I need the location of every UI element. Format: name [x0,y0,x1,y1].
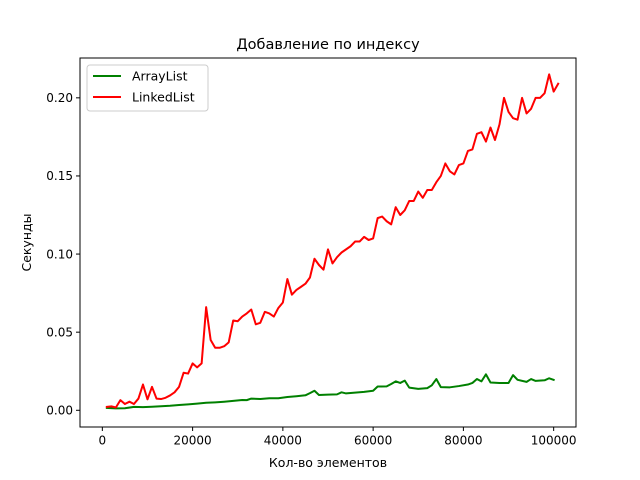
legend: ArrayList LinkedList [86,64,209,112]
y-axis-label: Секунды [19,213,34,271]
x-tick-label: 80000 [444,434,482,448]
x-tick-label: 60000 [354,434,392,448]
y-tick-label: 0.15 [46,169,73,183]
y-tick-label: 0.20 [46,91,73,105]
series-line-linkedlist [105,73,560,409]
y-axis: 0.00 0.05 0.10 0.15 0.20 [46,91,80,418]
chart-title: Добавление по индексу [236,37,420,53]
x-tick-label: 20000 [174,434,212,448]
legend-label-arraylist: ArrayList [132,69,188,84]
plot-frame [79,57,577,428]
y-tick-label: 0.10 [46,247,73,261]
x-tick-label: 40000 [264,434,302,448]
series-layer [105,73,560,410]
x-axis-label: Кол-во элементов [269,455,387,470]
series-line-arraylist [105,373,555,410]
y-tick-label: 0.05 [46,325,73,339]
x-tick-label: 100000 [531,434,577,448]
legend-label-linkedlist: LinkedList [132,90,195,105]
x-axis: 0 20000 40000 60000 80000 100000 [99,427,577,448]
y-tick-label: 0.00 [46,404,73,418]
x-tick-label: 0 [99,434,107,448]
